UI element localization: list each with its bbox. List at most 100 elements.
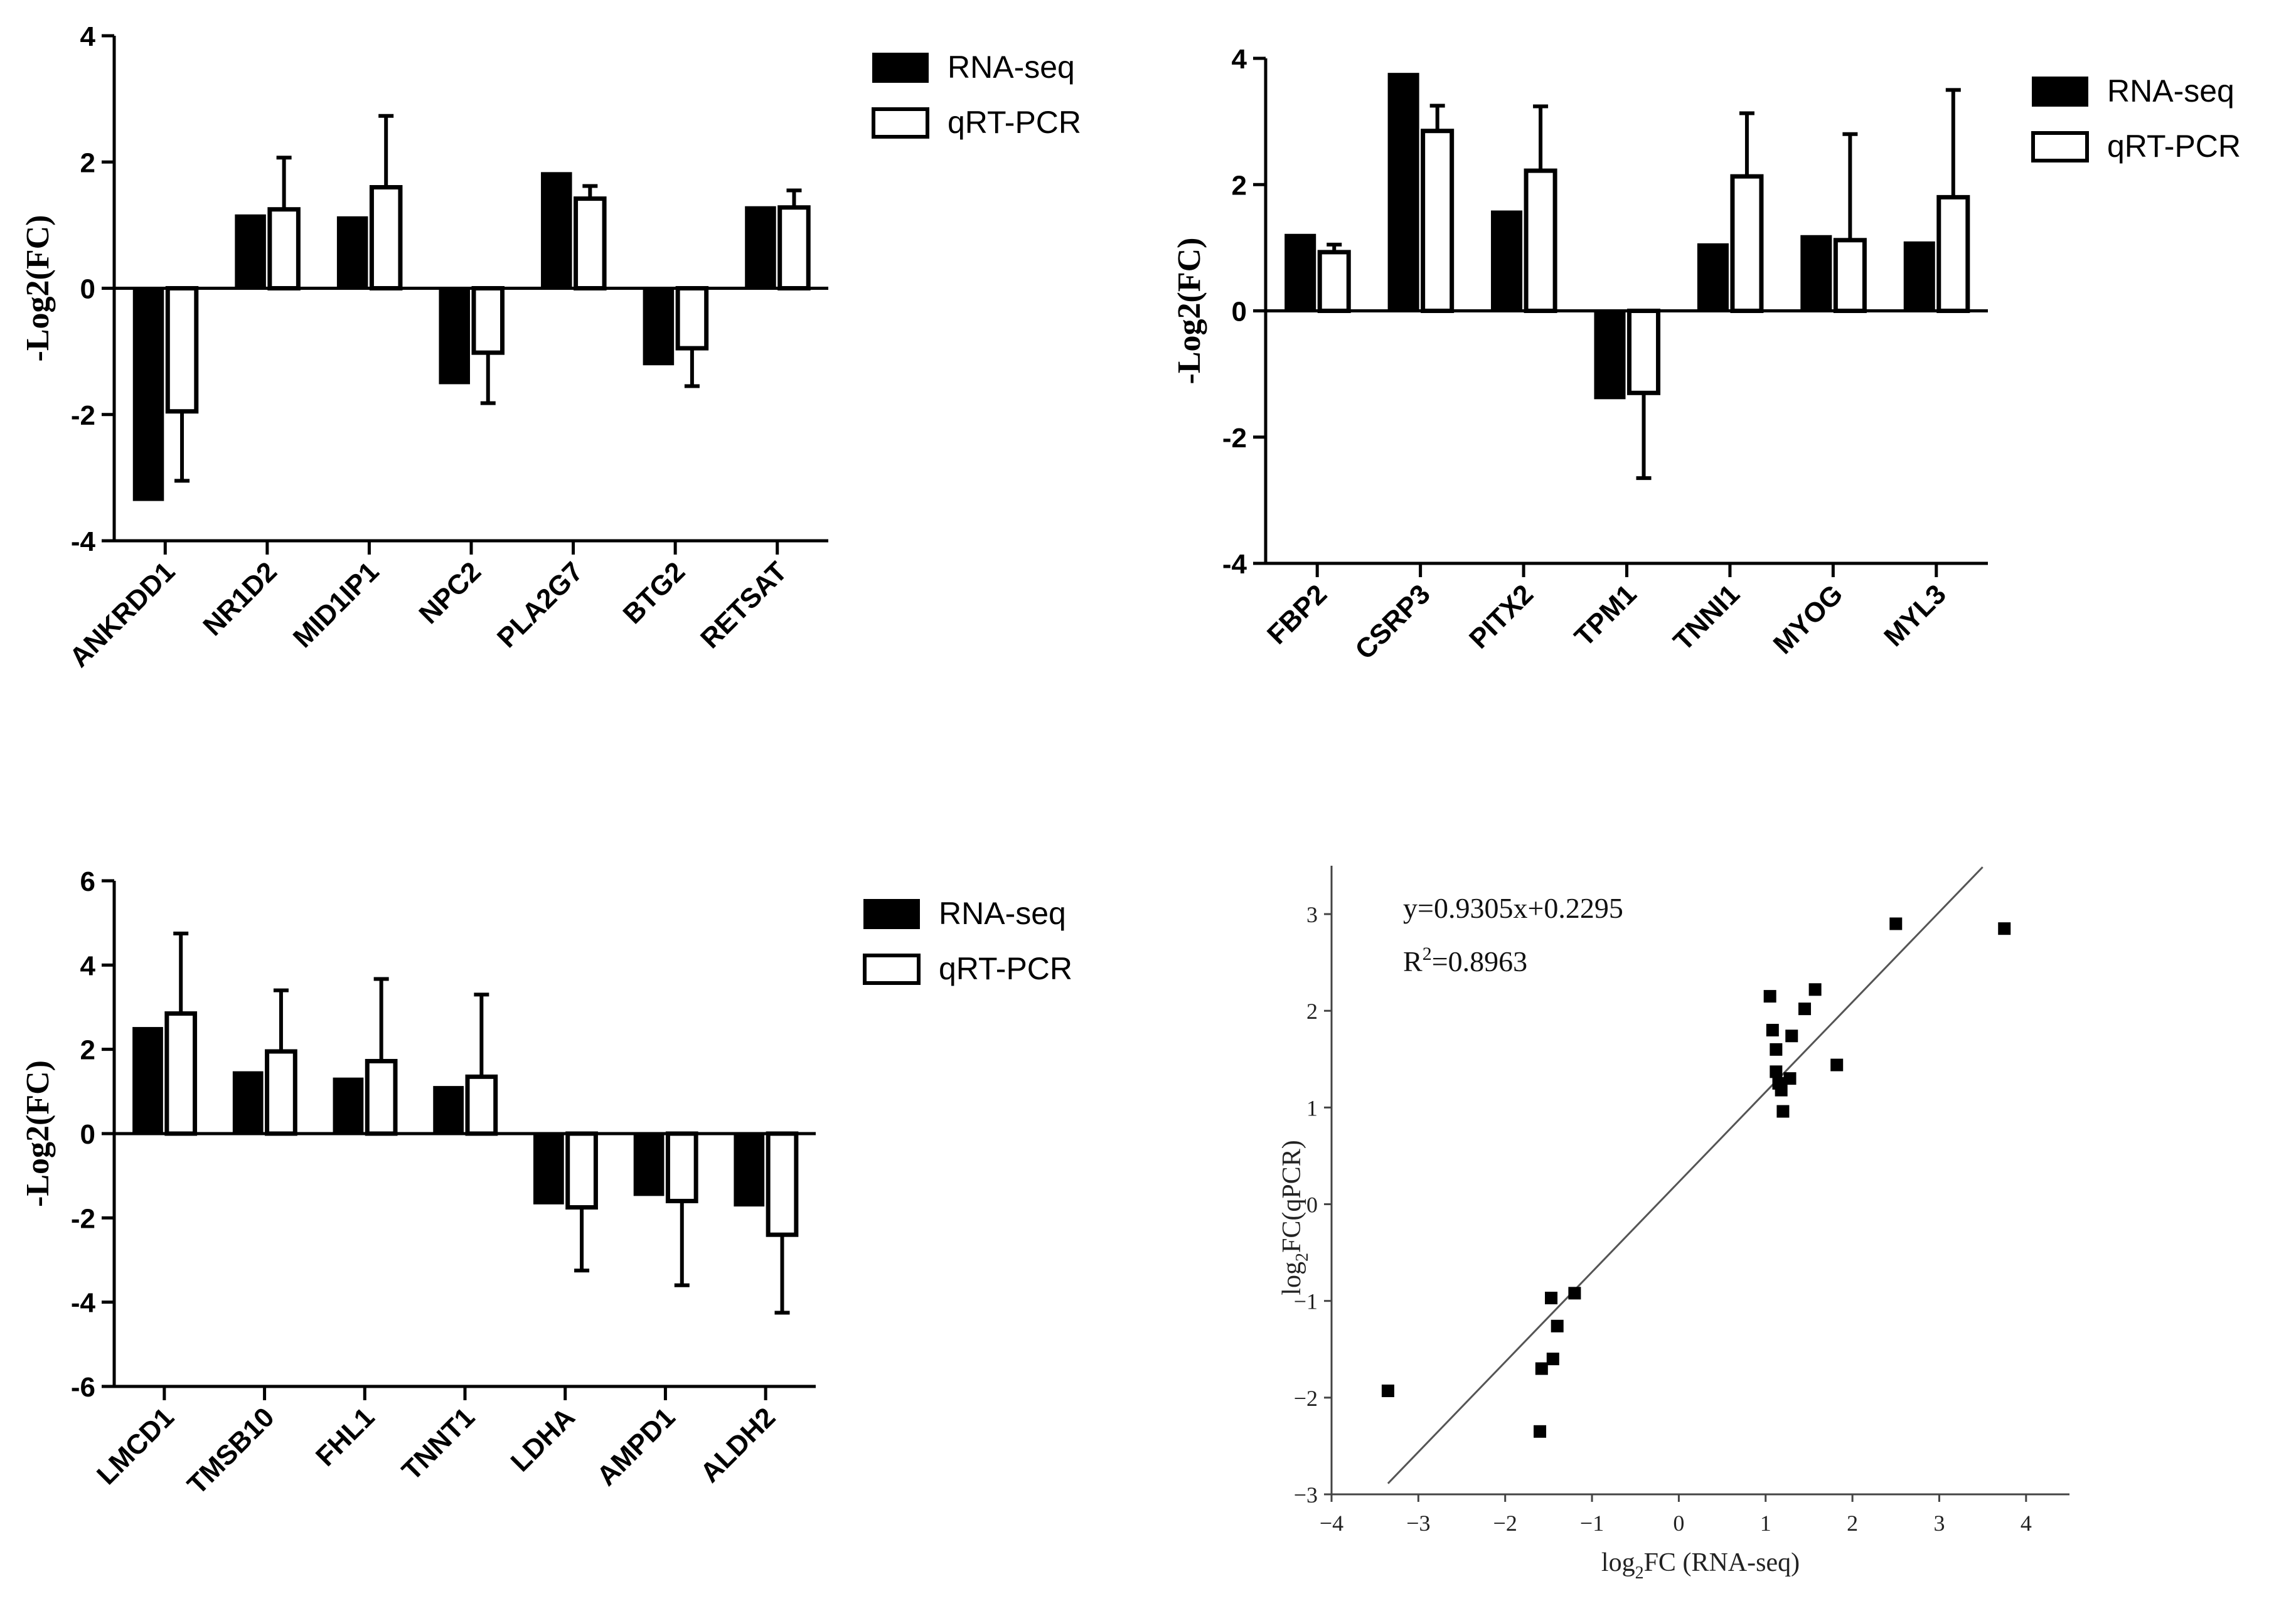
scatter-y-tick-label: 1 <box>1306 1095 1318 1120</box>
y-tick-label: 0 <box>80 274 95 305</box>
scatter-point <box>1775 1083 1788 1097</box>
legend: RNA-seq qRT-PCR <box>2031 73 2241 164</box>
scatter-point <box>1808 983 1822 996</box>
legend-label-qrtpcr: qRT-PCR <box>939 951 1072 986</box>
legend-label-qrtpcr: qRT-PCR <box>2107 129 2241 164</box>
y-label-subscript: 2 <box>1293 1253 1312 1262</box>
scatter-point <box>1783 1072 1797 1085</box>
y-label-part: log <box>1278 1262 1306 1295</box>
bar-rnaseq <box>333 1077 364 1135</box>
regression-line <box>1387 866 1984 1484</box>
scatter-point <box>1546 1353 1559 1366</box>
r-squared-superscript: 2 <box>1423 944 1432 964</box>
bar-rnaseq <box>336 216 368 290</box>
scatter-x-tick-label: −1 <box>1580 1511 1604 1536</box>
x-label-part: log <box>1601 1548 1635 1577</box>
bar-rnaseq <box>533 1132 564 1204</box>
bar-qrtpcr <box>267 207 301 290</box>
scatter-x-tick-label: −2 <box>1493 1511 1517 1536</box>
bar-qrtpcr <box>465 1074 498 1136</box>
y-axis-label: -Log2(FC) <box>20 215 56 362</box>
bar-qrtpcr <box>574 196 607 290</box>
y-label-part: FC(qPCR) <box>1278 1140 1306 1253</box>
scatter-x-tick-label: 2 <box>1847 1511 1858 1536</box>
bar-rnaseq <box>132 1027 163 1135</box>
legend-swatch-rnaseq <box>2032 77 2088 107</box>
scatter-x-tick-label: −3 <box>1406 1511 1430 1536</box>
bar-rnaseq <box>745 206 776 290</box>
x-label-subscript: 2 <box>1635 1563 1644 1583</box>
bar-rnaseq <box>633 1132 665 1196</box>
legend-label-rnaseq: RNA-seq <box>939 896 1066 931</box>
bar-rnaseq <box>232 1071 264 1135</box>
legend-swatch-qrtpcr <box>2031 131 2089 162</box>
bar-qrtpcr <box>164 1011 198 1136</box>
legend-swatch-qrtpcr <box>872 107 929 139</box>
bar-rnaseq <box>433 1086 464 1135</box>
bar-qrtpcr <box>1627 309 1661 395</box>
bar-qrtpcr <box>766 1131 799 1237</box>
y-axis-label: -Log2(FC) <box>20 1060 56 1207</box>
scatter-point <box>1798 1002 1812 1016</box>
bar-qrtpcr <box>471 286 505 355</box>
scatter-point <box>1776 1105 1790 1118</box>
scatter-y-tick-label: −3 <box>1294 1482 1318 1508</box>
bar-rnaseq <box>1387 73 1419 312</box>
bar-rnaseq <box>1697 243 1729 312</box>
bar-rnaseq <box>132 287 164 501</box>
legend: RNA-seq qRT-PCR <box>863 896 1072 986</box>
legend-label-qrtpcr: qRT-PCR <box>948 105 1081 140</box>
y-tick-label: -6 <box>71 1372 95 1403</box>
bar-qrtpcr <box>165 286 199 414</box>
scatter-y-tick-label: 3 <box>1306 902 1318 927</box>
y-tick-label: -2 <box>71 1203 95 1234</box>
bar-rnaseq <box>439 287 470 385</box>
bar-qrtpcr <box>665 1131 698 1203</box>
regression-equation: y=0.9305x+0.2295 <box>1403 892 1623 924</box>
scatter-y-tick-label: 0 <box>1306 1193 1318 1218</box>
scatter-x-tick-label: 3 <box>1933 1511 1945 1536</box>
scatter-point <box>1770 1065 1783 1078</box>
scatter-x-tick-label: 4 <box>2021 1511 2032 1536</box>
y-tick-label: -4 <box>71 526 96 557</box>
scatter-y-tick-label: −2 <box>1294 1386 1318 1411</box>
y-tick-label: 4 <box>80 950 96 981</box>
y-tick-label: 2 <box>1232 170 1247 201</box>
legend-swatch-rnaseq <box>863 899 920 929</box>
y-tick-label: 0 <box>1232 297 1247 327</box>
bar-rnaseq <box>734 1132 765 1207</box>
y-tick-label: -2 <box>1222 423 1247 454</box>
scatter-point <box>1534 1425 1547 1438</box>
scatter-y-axis-label: log2FC(qPCR) <box>1278 1140 1312 1295</box>
bar-qrtpcr <box>1936 194 1970 313</box>
r-squared-symbol: R <box>1403 945 1423 977</box>
x-label-part: FC (RNA-seq) <box>1644 1548 1800 1577</box>
legend-swatch-rnaseq <box>872 53 929 83</box>
bar-rnaseq <box>1594 309 1626 400</box>
scatter-point <box>1785 1029 1798 1043</box>
scatter-y-tick-label: 2 <box>1306 999 1318 1024</box>
legend-swatch-qrtpcr <box>863 954 921 985</box>
bar-rnaseq <box>1903 241 1935 312</box>
scatter-point <box>1766 1024 1779 1037</box>
y-tick-label: 6 <box>80 866 95 897</box>
r-squared-value: =0.8963 <box>1432 945 1527 977</box>
y-tick-label: -2 <box>71 400 95 431</box>
y-tick-label: 2 <box>80 1035 95 1066</box>
bar-rnaseq <box>1800 235 1832 312</box>
scatter-point <box>1381 1385 1394 1398</box>
scatter-point <box>1770 1043 1783 1056</box>
bar-qrtpcr <box>777 205 811 291</box>
scatter-point <box>1998 922 2011 935</box>
scatter-x-tick-label: −4 <box>1320 1511 1343 1536</box>
bar-qrtpcr <box>1524 168 1557 313</box>
legend: RNA-seq qRT-PCR <box>872 50 1081 140</box>
bar-qrtpcr <box>265 1049 297 1136</box>
bar-rnaseq <box>1284 233 1316 312</box>
scatter-point <box>1568 1287 1581 1300</box>
scatter-x-axis-label: log2FC (RNA-seq) <box>1601 1548 1800 1583</box>
y-tick-label: -4 <box>1222 549 1247 580</box>
scatter-point <box>1830 1058 1844 1072</box>
bar-qrtpcr <box>565 1131 598 1210</box>
